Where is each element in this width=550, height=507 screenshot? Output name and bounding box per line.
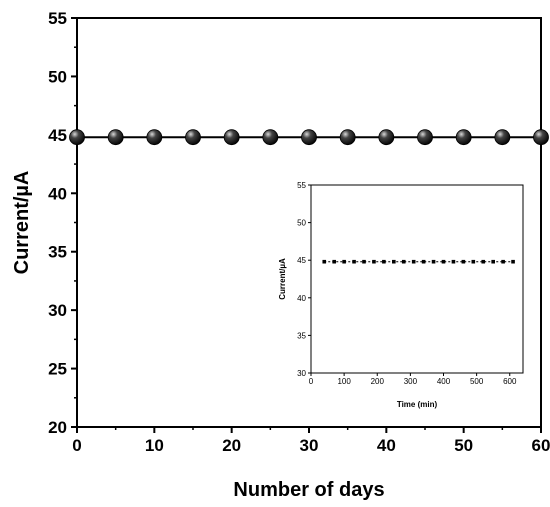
main-x-tick-label: 20 (222, 436, 241, 455)
main-x-tick-label: 50 (454, 436, 473, 455)
inset-data-point (421, 259, 426, 264)
inset-x-tick-label: 500 (470, 377, 484, 386)
main-x-tick-label: 40 (377, 436, 396, 455)
inset-x-tick-label: 200 (371, 377, 385, 386)
inset-x-tick-label: 400 (437, 377, 451, 386)
inset-data-point (332, 259, 336, 264)
inset-data-point (491, 259, 495, 264)
inset-x-tick-label: 0 (309, 377, 314, 386)
inset-data-point (441, 259, 446, 264)
main-y-tick-label: 25 (48, 360, 67, 379)
main-x-axis-title: Number of days (233, 479, 384, 501)
main-y-tick-label: 50 (48, 67, 67, 86)
main-y-tick-label: 40 (48, 184, 67, 203)
main-data-point (301, 129, 317, 146)
inset-data-point (461, 259, 466, 264)
inset-data-point (342, 259, 346, 264)
main-y-tick-label: 55 (48, 9, 67, 28)
inset-y-tick-label: 55 (297, 181, 306, 190)
inset-data-point (352, 259, 356, 264)
main-data-point (533, 129, 549, 146)
main-data-point (223, 129, 240, 146)
inset-y-tick-label: 30 (297, 369, 306, 378)
main-x-tick-label: 60 (532, 436, 550, 455)
inset-data-point (382, 259, 386, 264)
inset-data-point (392, 259, 396, 264)
main-y-tick-label: 45 (48, 126, 67, 145)
inset-data-point (372, 259, 376, 264)
inset-y-tick-label: 35 (297, 331, 306, 340)
inset-data-point (401, 259, 406, 264)
inset-x-axis-title: Time (min) (397, 400, 438, 409)
main-data-point (146, 129, 163, 146)
main-data-point (185, 129, 201, 146)
main-data-point (262, 129, 279, 146)
inset-y-axis-title: Current/µA (278, 258, 287, 300)
inset-data-point (322, 259, 327, 264)
main-y-tick-label: 35 (48, 243, 67, 262)
main-y-tick-label: 20 (48, 418, 67, 437)
main-data-point (107, 129, 124, 146)
main-x-tick-label: 0 (72, 436, 81, 455)
inset-y-tick-label: 45 (297, 256, 306, 265)
inset-data-point (471, 259, 476, 264)
main-y-axis-title: Current/µA (11, 171, 33, 275)
inset-data-point (431, 259, 436, 264)
main-data-point (69, 129, 85, 146)
inset-y-tick-label: 50 (297, 219, 306, 228)
main-data-point (378, 129, 395, 146)
inset-x-tick-label: 100 (337, 377, 351, 386)
inset-data-point (501, 259, 505, 264)
inset-data-point (511, 259, 515, 264)
inset-x-tick-label: 600 (503, 377, 517, 386)
main-data-point (417, 129, 433, 146)
inset-y-tick-label: 40 (297, 294, 306, 303)
inset-data-point (481, 259, 486, 264)
main-x-tick-label: 10 (145, 436, 164, 455)
inset-x-tick-label: 300 (404, 377, 418, 386)
inset-data-point (362, 259, 366, 264)
main-data-point (339, 129, 356, 146)
inset-plot-frame (310, 184, 524, 374)
inset-data-point (411, 259, 416, 264)
main-data-point (455, 129, 472, 146)
main-data-point (494, 129, 511, 146)
main-x-tick-label: 30 (300, 436, 319, 455)
main-y-tick-label: 30 (48, 301, 67, 320)
inset-data-point (451, 259, 456, 264)
